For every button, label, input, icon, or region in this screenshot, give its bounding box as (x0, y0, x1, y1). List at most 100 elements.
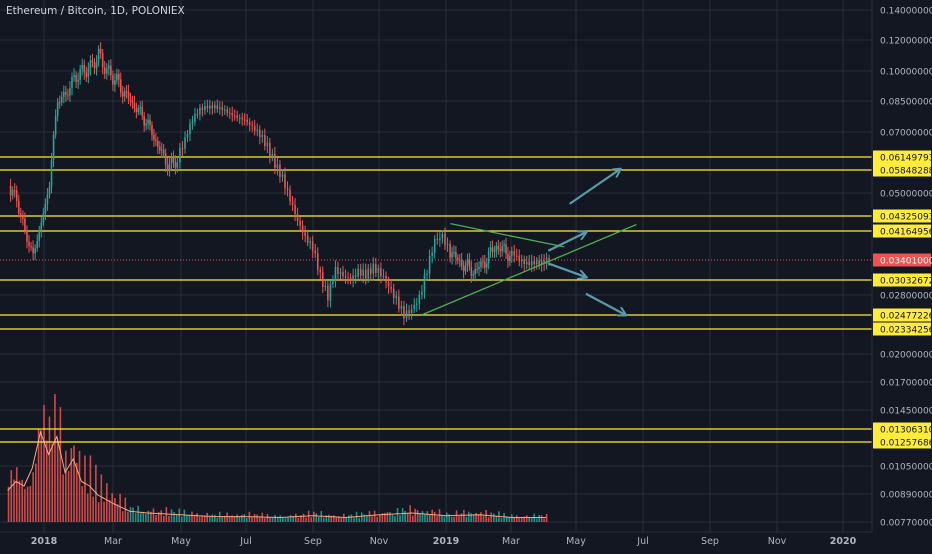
candle-body (446, 243, 449, 245)
candle-body (93, 62, 96, 69)
volume-bar (198, 516, 201, 522)
candle-body (85, 72, 88, 77)
candle-body (116, 74, 118, 81)
candle-body (439, 238, 441, 240)
volume-bar (246, 518, 248, 522)
volume-bar (21, 479, 23, 522)
candle-body (181, 148, 184, 150)
candle-body (191, 121, 194, 124)
volume-bar (345, 518, 348, 522)
volume-bar (453, 516, 455, 522)
volume-bar (371, 516, 373, 522)
candle-body (271, 153, 274, 157)
volume-bar (366, 515, 368, 522)
volume-bar (282, 517, 284, 522)
arrow-1 (568, 169, 620, 205)
volume-bar (105, 483, 108, 522)
volume-bar (404, 511, 406, 522)
volume-bar (350, 514, 353, 522)
candle-body (457, 257, 459, 261)
candle-body (352, 275, 354, 281)
candle-body (91, 60, 94, 63)
volume-bar (168, 516, 170, 522)
candle-body (13, 190, 16, 192)
x-tick-label: 2020 (830, 536, 857, 547)
candle-body (472, 274, 475, 276)
volume-bar (396, 508, 399, 522)
volume-bar (394, 515, 396, 522)
volume-bar (508, 516, 511, 522)
volume-bar (241, 514, 243, 522)
candle-body (474, 268, 476, 275)
volume-bar (515, 515, 518, 522)
volume-bar (450, 516, 453, 522)
volume-bar (340, 517, 343, 522)
candle-body (127, 91, 130, 99)
volume-bar (7, 486, 10, 522)
chart-title: Ethereum / Bitcoin, 1D, POLONIEX (6, 5, 185, 17)
level-label-bg (873, 322, 931, 336)
candle-body (105, 68, 108, 74)
candle-body (40, 222, 43, 231)
volume-bar (221, 516, 224, 522)
candle-body (71, 77, 73, 88)
volume-bar (253, 514, 256, 522)
candle-body (69, 87, 71, 96)
candle-body (301, 225, 304, 233)
candle-body (214, 105, 216, 109)
x-tick-label: Sep (304, 536, 322, 547)
arrow-3 (585, 292, 626, 315)
candle-body (52, 134, 55, 160)
volume-bar (114, 498, 116, 522)
candle-body (108, 65, 110, 69)
candle-body (276, 164, 279, 169)
candle-body (436, 238, 439, 240)
volume-bar (511, 514, 513, 522)
volume-bar (441, 515, 443, 522)
volume-bar (92, 496, 94, 522)
candle-body (97, 48, 100, 62)
volume-bar (170, 509, 173, 522)
candle-body (149, 119, 151, 126)
volume-bar (208, 516, 211, 522)
volume-bar (297, 517, 300, 522)
volume-bar (121, 511, 124, 522)
candle-body (342, 272, 344, 277)
volume-bar (32, 472, 34, 522)
volume-bar (155, 515, 157, 522)
volume-bar (134, 513, 137, 522)
time-axis[interactable] (0, 532, 932, 550)
volume-bar (35, 463, 37, 522)
price-candles (9, 42, 550, 326)
volume-bar (216, 517, 219, 522)
volume-bar (406, 513, 409, 522)
level-label: 0.01257686 (880, 439, 932, 449)
volume-bar (18, 480, 21, 522)
level-label-bg (873, 224, 931, 238)
candle-body (387, 282, 390, 287)
candle-body (421, 291, 423, 296)
volume-bar (458, 516, 460, 522)
volume-bar (386, 512, 389, 522)
candle-body (392, 288, 395, 299)
volume-bar (258, 517, 261, 522)
candle-body (284, 174, 286, 188)
volume-bar (181, 516, 183, 522)
volume-bar (337, 516, 340, 522)
volume-bar (70, 448, 73, 522)
candle-body (99, 48, 102, 54)
volume-bar (376, 516, 379, 522)
candle-body (194, 114, 196, 122)
volume-bar (206, 512, 209, 522)
volume-bar (543, 518, 545, 522)
volume-bar (470, 513, 472, 522)
level-label: 0.05848288 (880, 167, 932, 177)
volume-bar (482, 515, 485, 522)
volume-bar (56, 439, 59, 522)
volume-bar (89, 455, 92, 522)
candle-body (251, 125, 254, 127)
candle-body (476, 268, 478, 270)
volume-bar (97, 502, 100, 522)
volume-bar (238, 516, 241, 522)
candle-body (487, 251, 490, 264)
